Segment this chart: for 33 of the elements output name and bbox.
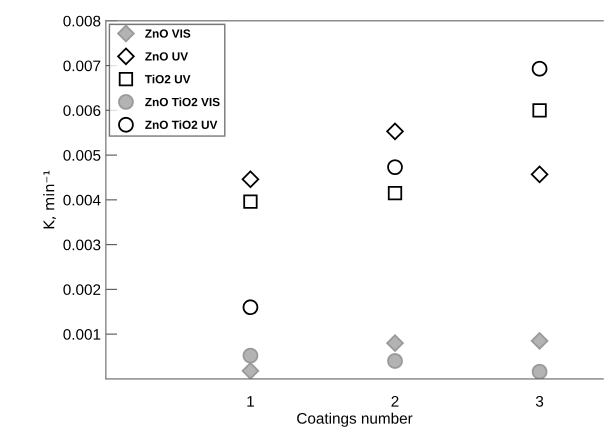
- point: [386, 334, 404, 352]
- point: [530, 332, 548, 350]
- point: [530, 166, 548, 184]
- y-tick-label: 0.001: [63, 328, 100, 340]
- point: [388, 186, 402, 200]
- point: [387, 353, 403, 369]
- y-tick-label: 0.007: [63, 60, 100, 72]
- x-tick-label: 3: [536, 396, 544, 407]
- y-tick-label: 0.002: [63, 284, 100, 296]
- legend-label: ZnO VIS: [145, 29, 190, 38]
- point: [243, 194, 258, 209]
- point: [387, 159, 403, 176]
- legend-label: ZnO TiO2 VIS: [145, 98, 220, 106]
- point: [242, 299, 258, 316]
- legend-label: ZnO TiO2 UV: [145, 120, 218, 130]
- point: [242, 170, 260, 188]
- point: [242, 348, 258, 364]
- x-tick-label: 1: [247, 396, 254, 407]
- x-tick-label: 2: [392, 396, 398, 407]
- y-tick-label: 0.003: [63, 239, 100, 250]
- y-tick-label: 0.008: [63, 16, 100, 27]
- y-tick-label: 0.006: [63, 105, 100, 116]
- point: [532, 103, 547, 118]
- point: [532, 364, 548, 379]
- point: [532, 60, 548, 77]
- point: [242, 362, 260, 379]
- legend-label: TiO2 UV: [144, 74, 190, 84]
- y-axis-title: K, min⁻¹: [43, 170, 56, 228]
- x-axis-title: Coatings number: [297, 412, 412, 427]
- y-tick-label: 0.005: [63, 150, 100, 161]
- y-tick-label: 0.004: [63, 194, 101, 206]
- legend-label: ZnO UV: [145, 52, 188, 61]
- point: [386, 122, 404, 140]
